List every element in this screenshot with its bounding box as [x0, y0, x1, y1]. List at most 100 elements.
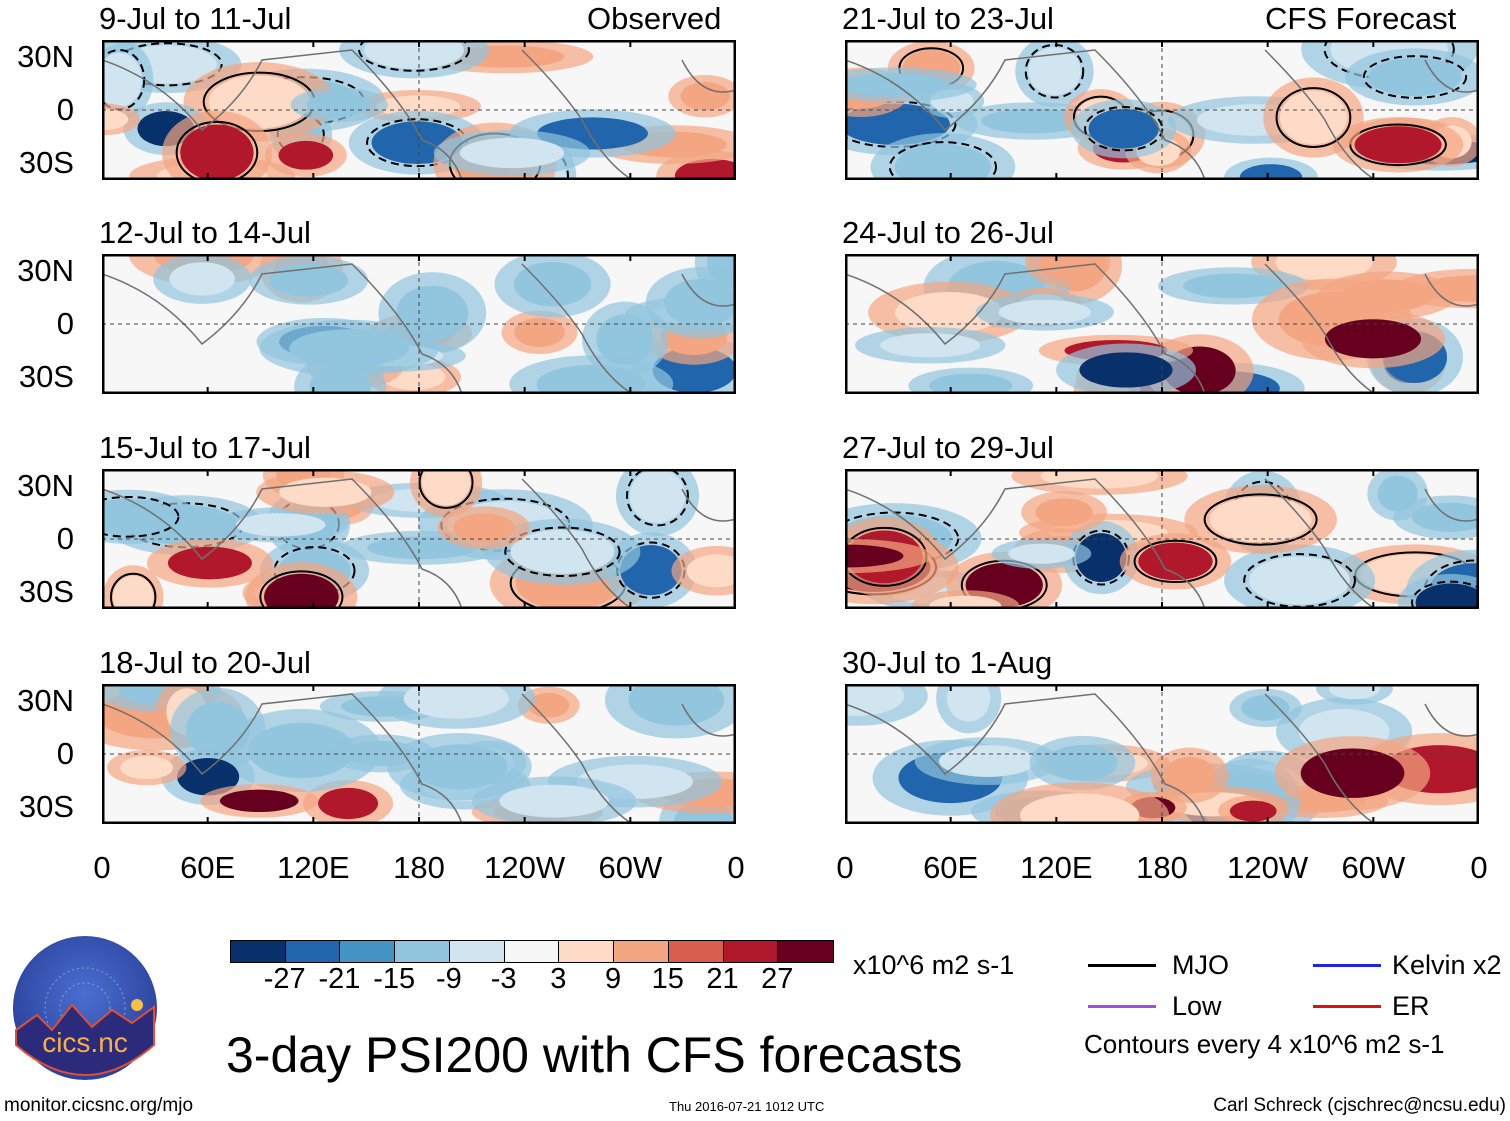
map-panel: [102, 469, 736, 609]
anomaly-blob: [514, 317, 565, 347]
anomaly-blob: [1019, 793, 1140, 824]
coastline: [102, 49, 736, 180]
contour: [358, 40, 470, 72]
lon-label: 0: [1470, 850, 1488, 885]
coastline: [845, 263, 1479, 394]
anomaly-blob: [1412, 502, 1479, 532]
colorbar-units: x10^6 m2 s-1: [853, 950, 1015, 980]
anomaly-blob: [1075, 533, 1127, 583]
lat-label: 0: [56, 306, 74, 341]
lon-label: 120W: [484, 850, 566, 885]
colorbar-swatch: [777, 940, 834, 963]
anomaly-blob: [1354, 126, 1442, 164]
anomaly-blob: [938, 745, 1036, 777]
lon-label: 60E: [180, 850, 236, 885]
legend-kelvin-line: [1313, 964, 1381, 967]
anomaly-blob: [102, 52, 142, 107]
lon-label: 180: [1136, 850, 1188, 885]
anomaly-blob: [396, 285, 469, 341]
anomaly-blob: [629, 469, 686, 523]
contour: [109, 572, 157, 609]
anomaly-blob: [1279, 90, 1347, 145]
anomaly-blob: [248, 722, 355, 779]
anomaly-blob: [1300, 748, 1405, 798]
lat-label: 30N: [17, 39, 74, 74]
lon-label: 120E: [1020, 850, 1093, 885]
lat-label: 30S: [18, 574, 74, 609]
anomaly-blob: [1035, 498, 1093, 527]
contour: [626, 469, 689, 527]
anomaly-blob: [120, 755, 174, 780]
anomaly-blob: [1239, 164, 1303, 180]
colorbar-label: -21: [318, 963, 361, 995]
contour: [1362, 55, 1468, 99]
colorbar-label: 15: [651, 963, 684, 995]
anomaly-blob: [1420, 275, 1479, 302]
anomaly-blob: [367, 536, 477, 560]
legend-low: Low: [1172, 991, 1222, 1021]
anomaly-blob: [628, 684, 725, 726]
panel-title: 27-Jul to 29-Jul: [842, 430, 1054, 465]
anomaly-blob: [929, 595, 1002, 609]
map-panel: [845, 40, 1479, 180]
anomaly-blob: [411, 744, 508, 790]
lat-label: 30S: [18, 145, 74, 180]
anomaly-blob: [1229, 800, 1277, 822]
lat-label: 0: [56, 92, 74, 127]
colorbar-label: 3: [550, 963, 567, 995]
anomaly-blob: [664, 278, 736, 327]
panel-title: 9-Jul to 11-Jul: [99, 1, 292, 36]
contour: [1323, 40, 1455, 80]
contour: [1411, 580, 1479, 609]
map-panel: [102, 684, 736, 824]
coastline: [845, 693, 1479, 824]
anomaly-blob: [1047, 744, 1118, 781]
map-panel: [845, 254, 1479, 394]
anomaly-blob: [499, 784, 610, 818]
panel-title: 30-Jul to 1-Aug: [842, 645, 1053, 680]
contour: [418, 469, 474, 509]
colorbar-swatch: [722, 940, 779, 963]
contour-note: Contours every 4 x10^6 m2 s-1: [1084, 1029, 1445, 1059]
anomaly-blob: [180, 124, 254, 180]
contour: [1203, 493, 1318, 546]
lon-label: 60E: [923, 850, 979, 885]
contour: [1275, 87, 1352, 148]
coastline: [845, 478, 1479, 609]
anomaly-blob: [680, 82, 730, 111]
lat-label: 0: [56, 521, 74, 556]
map-panel: [102, 40, 736, 180]
anomaly-blob: [1008, 543, 1075, 564]
colorbar-swatch: [394, 940, 450, 963]
lat-label: 30N: [17, 683, 74, 718]
anomaly-blob: [306, 93, 372, 117]
contour: [1133, 539, 1218, 584]
anomaly-blob: [1241, 695, 1290, 721]
observed-header: Observed: [587, 1, 722, 36]
map-panel: [102, 254, 736, 394]
lon-label: 0: [93, 850, 111, 885]
anomaly-blob: [536, 365, 646, 394]
lon-label: 60W: [598, 850, 663, 885]
footer-timestamp: Thu 2016-07-21 1012 UTC: [669, 1099, 825, 1114]
legend-er-line: [1313, 1005, 1381, 1008]
coastline: [102, 693, 736, 824]
anomaly-blob: [1324, 319, 1422, 359]
anomaly-blob: [845, 544, 904, 568]
anomaly-blob: [1079, 352, 1173, 388]
anomaly-blob: [318, 787, 379, 820]
lat-label: 30N: [17, 468, 74, 503]
anomaly-blob: [1040, 469, 1159, 489]
legend-kelvin: Kelvin x2: [1392, 950, 1502, 980]
anomaly-blob: [510, 529, 615, 574]
lat-label: 30N: [17, 253, 74, 288]
anomaly-blob: [453, 513, 515, 542]
anomaly-blob: [946, 684, 991, 722]
colorbar-label: 9: [605, 963, 622, 995]
anomaly-blob: [674, 159, 736, 180]
anomaly-blob: [309, 365, 371, 394]
anomaly-blob: [981, 108, 1085, 134]
anomaly-blob: [219, 789, 299, 813]
contour: [175, 120, 259, 180]
